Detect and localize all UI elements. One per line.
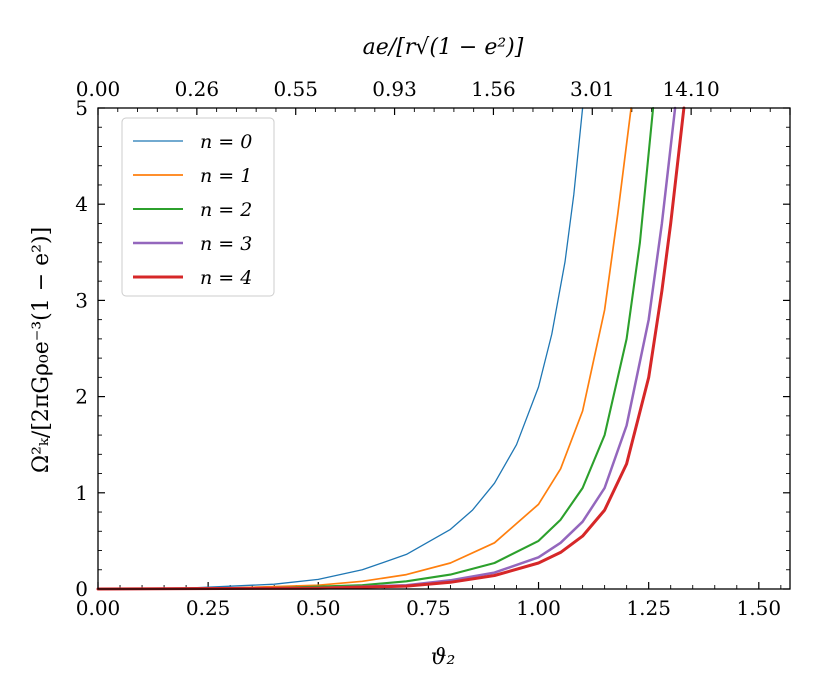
y-tick-label: 1 [75,481,88,505]
x-tick-label: 1.50 [737,596,782,620]
top-tick-label: 0.93 [372,77,417,101]
series-line-n4 [96,106,686,591]
series-line-n0 [97,107,584,590]
legend-label-n2: n = 2 [200,199,252,221]
y-tick-label: 3 [75,288,88,312]
legend: n = 0 n = 1 n = 2 n = 3 n = 4 [121,117,275,297]
x-tick-label: 0.25 [186,596,231,620]
legend-label-n0: n = 0 [200,131,252,153]
series-line-n2 [96,106,655,591]
top-axis-label: ae/[r√(1 − e²)] [363,35,524,60]
x-tick-label: 1.00 [516,596,561,620]
y-tick-label: 4 [75,192,88,216]
legend-label-n4: n = 4 [200,267,252,289]
y-tick-label: 2 [75,385,88,409]
top-tick-label: 0.55 [273,77,318,101]
plot-frame [97,107,791,590]
y-tick-label: 0 [75,577,88,601]
tick-labels: 0.00 0.25 0.50 0.75 1.00 1.25 1.50 0.00 0.26 0.55… [75,77,781,620]
x-axis-label: ϑ₂ [431,645,456,670]
top-tick-label: 3.01 [570,77,615,101]
top-tick-label: 0.00 [76,77,121,101]
series-line-n1 [97,107,632,590]
top-tick-label: 1.56 [471,77,516,101]
legend-items: n = 0 n = 1 n = 2 n = 3 n = 4 [133,131,252,289]
legend-label-n1: n = 1 [200,165,252,187]
legend-frame [121,117,275,297]
legend-label-n3: n = 3 [200,233,252,255]
y-tick-label: 5 [75,96,88,120]
top-tick-label: 0.26 [175,77,220,101]
x-tick-label: 0.00 [76,596,121,620]
series-lines [96,106,686,591]
x-tick-label: 0.50 [296,596,341,620]
y-axis-label: Ω²ₖ/[2πGρ₀e⁻³(1 − e²)] [29,227,54,473]
x-tick-label: 0.75 [406,596,451,620]
top-tick-label: 14.10 [663,77,720,101]
x-tick-label: 1.25 [626,596,671,620]
